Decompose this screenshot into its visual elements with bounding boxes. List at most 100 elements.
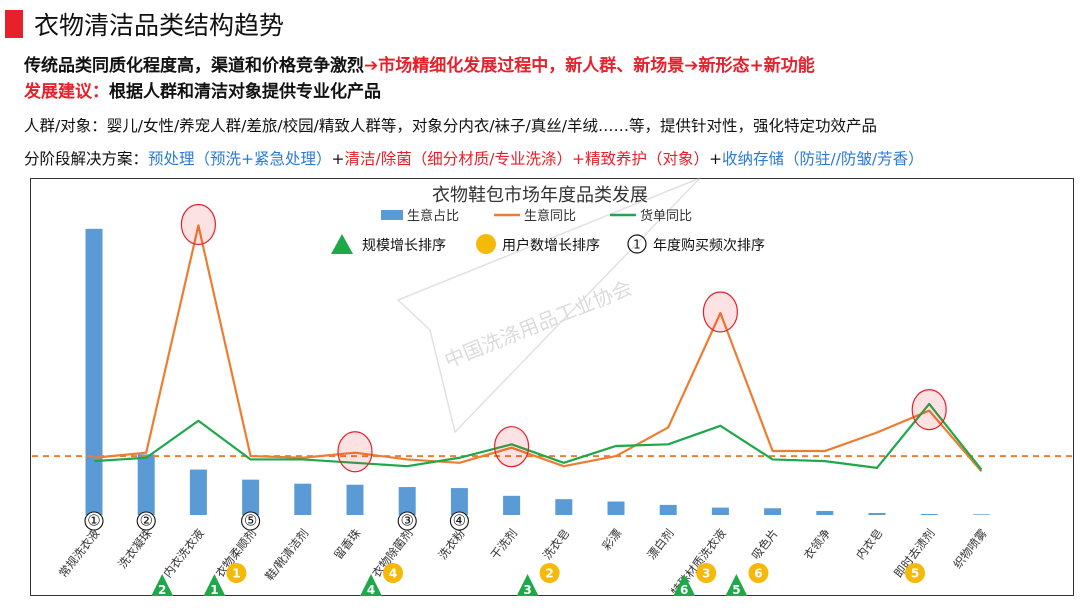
bar: [868, 512, 886, 515]
legend-orange-label: 生意同比: [524, 208, 576, 224]
scale-rank-triangle: [203, 574, 226, 596]
user-rank-label: 4: [389, 567, 397, 581]
user-rank-label: 3: [702, 567, 710, 581]
rank-ring-label: ①: [87, 512, 100, 530]
category-label: 洗衣粉: [435, 526, 468, 562]
category-label: 常规洗衣液: [56, 526, 103, 580]
bar: [346, 484, 364, 515]
legend-bar-label: 生意占比: [407, 208, 459, 224]
bar: [398, 487, 416, 515]
user-rank-circle: [696, 563, 717, 583]
page-title: 衣物清洁品类结构趋势: [34, 11, 285, 40]
category-label: 彩漂: [599, 526, 625, 553]
arrow-icon: ➔: [364, 56, 379, 76]
user-rank-circle: [905, 563, 925, 583]
scale-rank-triangle: [673, 574, 696, 596]
user-rank-circle: [226, 563, 247, 583]
solution-line: 分阶段解决方案：预处理（预洗+紧急处理）+清洁/除菌（细分材质/专业洗涤）+精致…: [24, 147, 924, 169]
bar: [555, 499, 573, 515]
solution-care: +精致养护（对象）: [571, 150, 709, 168]
watermark-text: 中国洗涤用品工业协会: [441, 275, 635, 372]
rank-ring-label: ③: [400, 512, 413, 530]
line-series-orange: [93, 224, 983, 472]
bar: [189, 469, 207, 515]
category-label: 干洗剂: [488, 526, 520, 562]
user-rank-label: 1: [232, 567, 240, 581]
bar: [816, 510, 834, 515]
highlight-circle: [337, 431, 373, 473]
scale-rank-label: 3: [523, 583, 531, 597]
category-label: 吸色片: [749, 526, 781, 562]
scale-rank-label: 5: [732, 583, 740, 597]
rank-ring-marker: [84, 511, 104, 531]
bar: [972, 514, 990, 515]
suggestion-label: 发展建议：: [24, 82, 109, 102]
bar: [503, 495, 521, 515]
solution-clean: 清洁/除菌（细分材质/专业洗涤）: [344, 150, 572, 168]
suggestion-text: 根据人群和清洁对象提供专业化产品: [109, 82, 381, 102]
highlight-circle: [494, 426, 530, 468]
solution-plus: +: [708, 150, 722, 168]
category-label: 洗衣皂: [540, 526, 572, 562]
suggestion-line: 发展建议：根据人群和清洁对象提供专业化产品: [24, 77, 381, 102]
legend-ring-glyph: 1: [633, 238, 641, 252]
scale-rank-triangle: [725, 574, 748, 596]
bar: [137, 454, 155, 515]
legend-triangle-icon: [331, 234, 353, 254]
legend-triangle-label: 规模增长排序: [362, 238, 446, 254]
scale-rank-triangle: [151, 574, 174, 596]
highlight-circle: [702, 291, 739, 333]
bar: [920, 513, 938, 515]
scale-rank-label: 2: [158, 583, 166, 597]
bar: [659, 504, 677, 515]
arrow-icon: ➔: [684, 56, 699, 76]
user-rank-circle: [383, 563, 403, 583]
rank-ring-marker: [241, 511, 261, 531]
category-label: 织物喷雾: [950, 526, 990, 571]
rank-ring-marker: [136, 511, 156, 531]
user-rank-label: 5: [911, 567, 919, 581]
chart-frame: [30, 178, 1074, 596]
headline-black: 传统品类同质化程度高，渠道和价格竞争激烈: [24, 56, 364, 76]
bar: [242, 479, 260, 515]
rank-ring-marker: [449, 511, 469, 531]
solution-pretreat: 预处理（预洗+紧急处理）: [148, 150, 332, 168]
bar: [85, 228, 103, 516]
legend-ring-icon: [627, 234, 647, 254]
category-label: 漂白剂: [644, 526, 676, 562]
scale-rank-label: 4: [367, 583, 375, 597]
bar: [294, 483, 312, 515]
headline-line: 传统品类同质化程度高，渠道和价格竞争激烈➔市场精细化发展过程中，新人群、新场景➔…: [24, 51, 815, 76]
legend-bar-swatch: [381, 210, 403, 220]
highlight-circle: [911, 389, 947, 431]
solution-label: 分阶段解决方案：: [24, 150, 149, 168]
chart-title: 衣物鞋包市场年度品类发展: [432, 185, 648, 206]
title-marker: [5, 10, 23, 38]
category-label: 洗衣凝珠: [115, 526, 155, 571]
highlight-circle: [180, 203, 216, 246]
legend-circle-icon: [476, 234, 496, 254]
category-label: 特殊材质洗衣液: [668, 526, 729, 598]
category-label: 鞋/靴清洁剂: [262, 526, 311, 583]
user-rank-circle: [748, 563, 769, 583]
legend-green-label: 货单同比: [640, 208, 692, 224]
solution-plus: +: [331, 150, 345, 168]
scale-rank-triangle: [516, 574, 539, 596]
headline-red: 市场精细化发展过程中，新人群、新场景: [378, 56, 685, 76]
rank-ring-label: ④: [453, 512, 466, 530]
category-label: 留香珠: [331, 526, 364, 562]
user-rank-circle: [539, 563, 560, 583]
rank-ring-label: ②: [139, 512, 152, 530]
line-series-green: [93, 402, 983, 471]
bar: [607, 501, 625, 515]
scale-rank-label: 6: [680, 583, 688, 597]
solution-storage: 收纳存储（防驻//防皱/芳香）: [721, 150, 924, 168]
scale-rank-triangle: [360, 574, 382, 596]
rank-ring-label: ⑤: [244, 512, 257, 530]
headline-red-2: 新形态+新功能: [698, 56, 815, 76]
bar: [764, 508, 782, 515]
legend-circle-label: 用户数增长排序: [502, 237, 600, 254]
bar: [450, 488, 468, 515]
bar: [711, 507, 729, 515]
